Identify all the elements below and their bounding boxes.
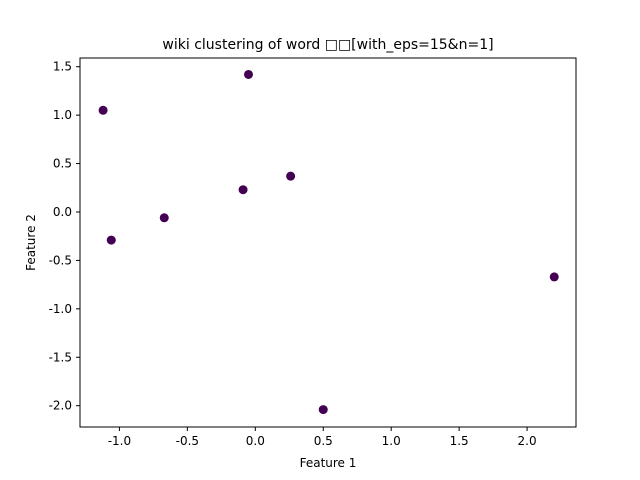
scatter-point — [318, 405, 328, 415]
chart-title: wiki clustering of word □□[with_eps=15&n… — [162, 37, 493, 53]
x-tick-label: -0.5 — [176, 434, 199, 448]
y-tick-label: -1.5 — [49, 350, 72, 364]
y-tick-label: -0.5 — [49, 253, 72, 267]
y-tick-label: -2.0 — [49, 399, 72, 413]
y-tick-label: 0.5 — [53, 157, 72, 171]
y-tick-label: 1.5 — [53, 60, 72, 74]
x-axis: -1.0 -0.5 0.0 0.5 1.0 1.5 2.0 — [108, 427, 537, 448]
x-tick-label: 1.5 — [450, 434, 469, 448]
y-tick-label: 0.0 — [53, 205, 72, 219]
y-axis-label: Feature 2 — [24, 214, 38, 271]
scatter-point — [244, 69, 254, 79]
x-tick-label: 1.0 — [382, 434, 401, 448]
x-tick-label: 0.5 — [314, 434, 333, 448]
scatter-point — [106, 235, 116, 245]
scatter-point — [549, 272, 559, 282]
scatter-point — [98, 105, 108, 115]
x-tick-label: 2.0 — [518, 434, 537, 448]
x-axis-label: Feature 1 — [300, 456, 357, 470]
y-axis: -2.0 -1.5 -1.0 -0.5 0.0 0.5 1.0 1.5 — [49, 60, 80, 413]
y-tick-label: 1.0 — [53, 108, 72, 122]
x-tick-label: 0.0 — [246, 434, 265, 448]
data-points — [98, 69, 559, 415]
y-tick-label: -1.0 — [49, 302, 72, 316]
scatter-point — [286, 171, 296, 181]
plot-area — [79, 57, 577, 428]
scatter-point — [238, 185, 248, 195]
x-tick-label: -1.0 — [108, 434, 131, 448]
scatter-point — [159, 213, 169, 223]
